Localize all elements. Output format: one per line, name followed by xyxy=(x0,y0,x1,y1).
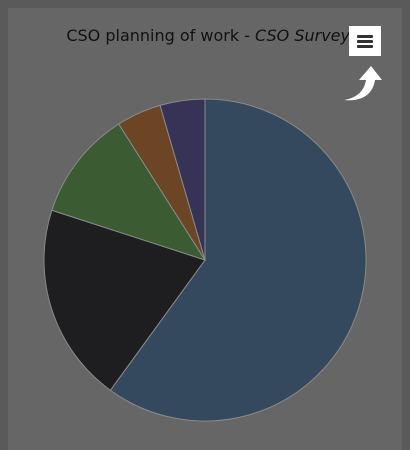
chart-title-main: CSO planning of work - xyxy=(66,26,256,45)
context-menu-button[interactable] xyxy=(349,26,381,56)
chart-title: CSO planning of work - CSO Survey xyxy=(30,26,350,45)
curved-arrow-up-icon xyxy=(344,66,382,101)
chart-subtitle: CSO Survey xyxy=(255,26,350,45)
pie-slice-3[interactable] xyxy=(51,123,207,261)
pie-slice-2[interactable] xyxy=(43,209,206,391)
pie-slice-5[interactable] xyxy=(159,98,206,261)
pie-slice-1[interactable] xyxy=(109,98,367,422)
